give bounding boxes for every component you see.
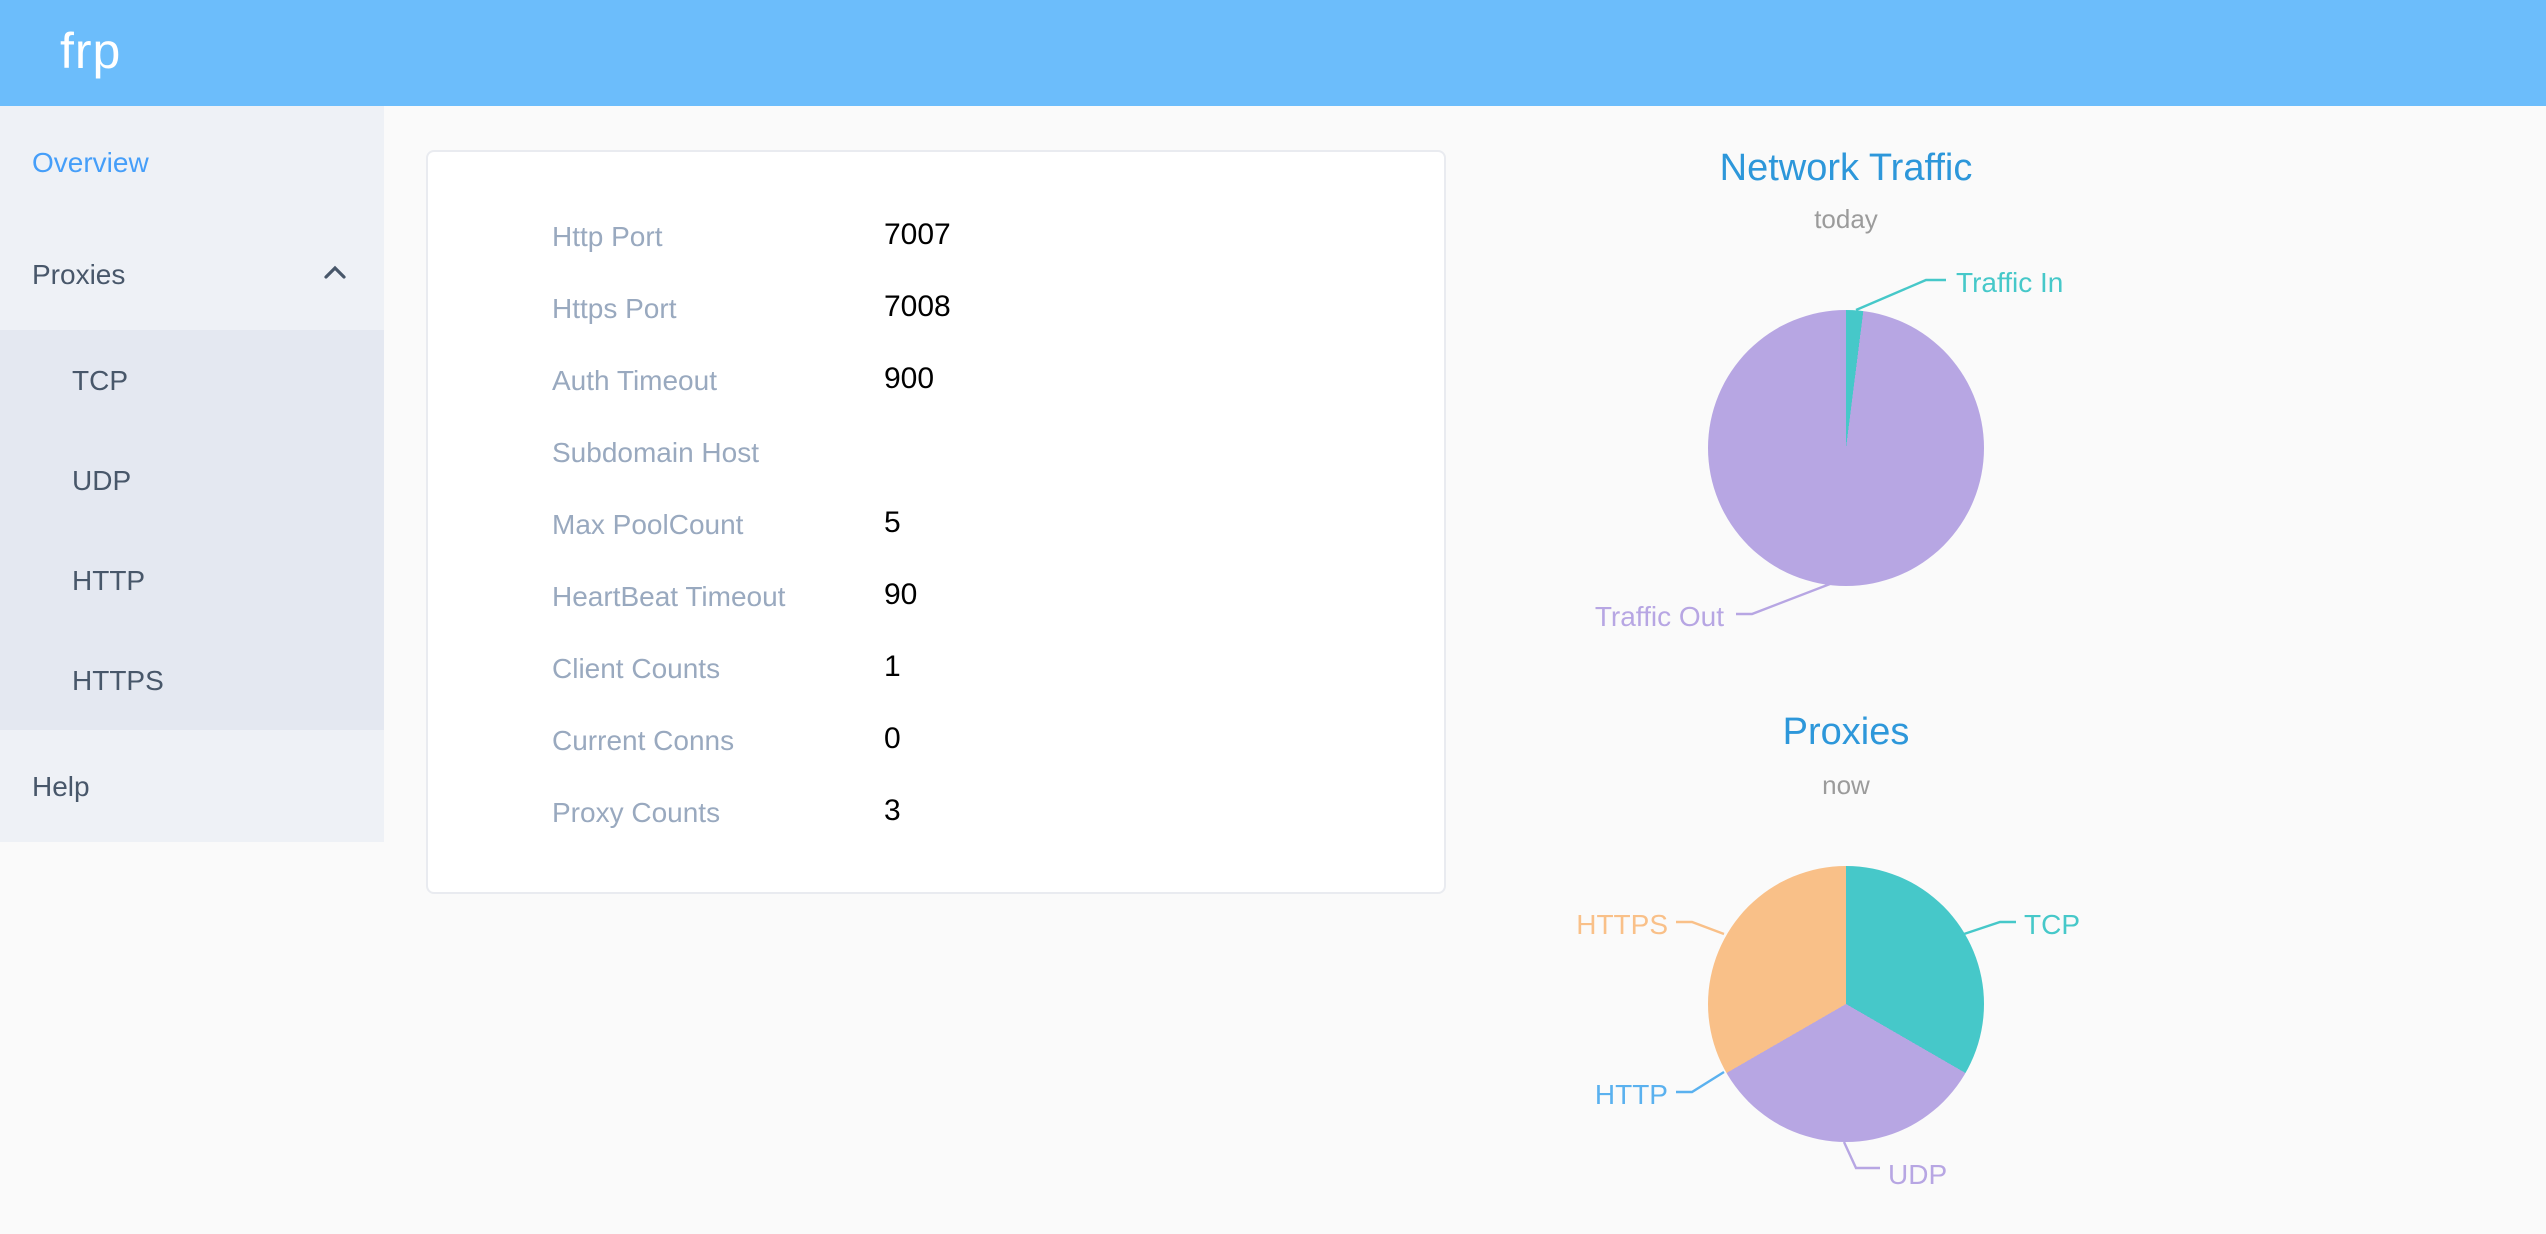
config-value: 1 — [884, 650, 901, 684]
config-label: Auth Timeout — [552, 364, 717, 396]
config-value: 3 — [884, 794, 901, 828]
server-config-card: Http Port 7007 Https Port 7008 Auth Time… — [426, 150, 1446, 894]
sidebar-item-overview[interactable]: Overview — [32, 146, 149, 178]
config-value: 7007 — [884, 218, 951, 252]
network-traffic-chart-subtitle: today — [1814, 204, 1878, 234]
config-label: Proxy Counts — [552, 796, 721, 828]
sidebar: Overview Proxies TCP UDP HTTP HTTPS Help — [0, 106, 384, 842]
network-traffic-chart-title: Network Traffic — [1719, 148, 1973, 190]
config-label: Max PoolCount — [552, 508, 744, 540]
sidebar-item-proxies-label: Proxies — [32, 258, 126, 290]
app-header: frp — [0, 0, 2546, 106]
chevron-up-icon — [322, 260, 348, 286]
config-label: Subdomain Host — [552, 436, 760, 468]
config-row-proxy-counts: Proxy Counts 3 — [428, 790, 1444, 862]
config-row-subdomain-host: Subdomain Host — [428, 430, 1444, 502]
config-row-auth-timeout: Auth Timeout 900 — [428, 358, 1444, 430]
sidebar-item-help[interactable]: Help — [32, 770, 90, 802]
pie-label-traffic-out: Traffic Out — [1594, 600, 1724, 632]
network-traffic-pie-chart[interactable] — [1708, 310, 1984, 586]
config-label: HeartBeat Timeout — [552, 580, 786, 612]
proxies-chart-title: Proxies — [1782, 712, 1910, 754]
config-label: Client Counts — [552, 652, 721, 684]
proxies-chart-subtitle: now — [1822, 770, 1870, 800]
config-row-http-port: Http Port 7007 — [428, 214, 1444, 286]
sidebar-item-http[interactable]: HTTP — [72, 564, 146, 596]
pie-label-traffic-in: Traffic In — [1956, 266, 2064, 298]
config-value: 5 — [884, 506, 901, 540]
config-row-current-conns: Current Conns 0 — [428, 718, 1444, 790]
config-value: 7008 — [884, 290, 951, 324]
pie-label-tcp: TCP — [2024, 908, 2080, 940]
config-row-heartbeat-timeout: HeartBeat Timeout 90 — [428, 574, 1444, 646]
sidebar-item-https[interactable]: HTTPS — [72, 664, 164, 696]
config-row-max-poolcount: Max PoolCount 5 — [428, 502, 1444, 574]
pie-label-http: HTTP — [1594, 1078, 1668, 1110]
proxies-pie-chart[interactable] — [1708, 866, 1984, 1142]
frp-logo: frp — [60, 24, 122, 80]
sidebar-submenu-proxies: TCP UDP HTTP HTTPS — [0, 330, 384, 730]
pie-label-udp: UDP — [1888, 1158, 1948, 1190]
config-label: Http Port — [552, 220, 663, 252]
config-row-https-port: Https Port 7008 — [428, 286, 1444, 358]
config-label: Https Port — [552, 292, 677, 324]
sidebar-item-proxies[interactable]: Proxies — [0, 218, 384, 330]
config-value: 900 — [884, 362, 935, 396]
pie-label-https: HTTPS — [1576, 908, 1668, 940]
config-value: 0 — [884, 722, 901, 756]
config-label: Current Conns — [552, 724, 735, 756]
sidebar-item-tcp[interactable]: TCP — [72, 364, 128, 396]
sidebar-item-udp[interactable]: UDP — [72, 464, 132, 496]
config-value: 90 — [884, 578, 918, 612]
config-row-client-counts: Client Counts 1 — [428, 646, 1444, 718]
